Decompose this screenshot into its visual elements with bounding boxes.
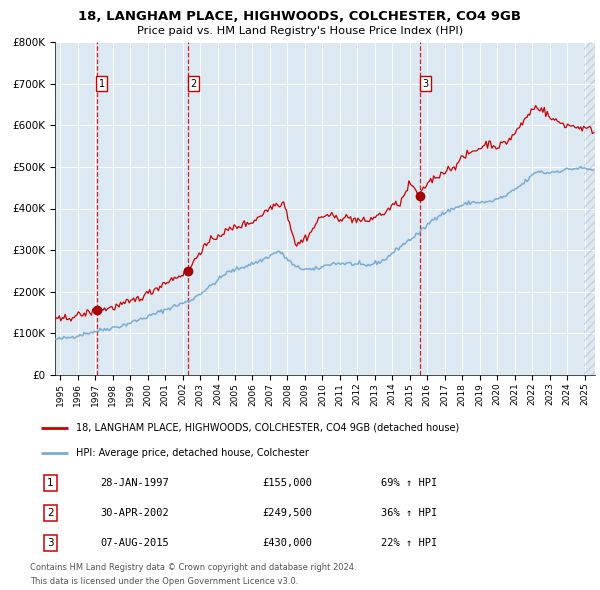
Text: £155,000: £155,000	[262, 478, 312, 488]
Text: HPI: Average price, detached house, Colchester: HPI: Average price, detached house, Colc…	[76, 447, 309, 457]
Text: 28-JAN-1997: 28-JAN-1997	[100, 478, 169, 488]
Text: 07-AUG-2015: 07-AUG-2015	[100, 538, 169, 548]
Text: 1: 1	[47, 478, 54, 488]
Text: 36% ↑ HPI: 36% ↑ HPI	[381, 508, 437, 518]
Text: This data is licensed under the Open Government Licence v3.0.: This data is licensed under the Open Gov…	[30, 577, 298, 586]
Text: 3: 3	[47, 538, 54, 548]
Text: £249,500: £249,500	[262, 508, 312, 518]
Text: 18, LANGHAM PLACE, HIGHWOODS, COLCHESTER, CO4 9GB: 18, LANGHAM PLACE, HIGHWOODS, COLCHESTER…	[79, 10, 521, 23]
Text: 69% ↑ HPI: 69% ↑ HPI	[381, 478, 437, 488]
Text: 22% ↑ HPI: 22% ↑ HPI	[381, 538, 437, 548]
Text: 18, LANGHAM PLACE, HIGHWOODS, COLCHESTER, CO4 9GB (detached house): 18, LANGHAM PLACE, HIGHWOODS, COLCHESTER…	[76, 422, 459, 432]
Text: 2: 2	[47, 508, 54, 518]
Text: Price paid vs. HM Land Registry's House Price Index (HPI): Price paid vs. HM Land Registry's House …	[137, 26, 463, 36]
Text: 2: 2	[190, 78, 197, 88]
Text: £430,000: £430,000	[262, 538, 312, 548]
Text: 1: 1	[98, 78, 105, 88]
Text: 3: 3	[422, 78, 428, 88]
Text: Contains HM Land Registry data © Crown copyright and database right 2024.: Contains HM Land Registry data © Crown c…	[30, 563, 356, 572]
Bar	[584, 42, 595, 375]
Text: 30-APR-2002: 30-APR-2002	[100, 508, 169, 518]
